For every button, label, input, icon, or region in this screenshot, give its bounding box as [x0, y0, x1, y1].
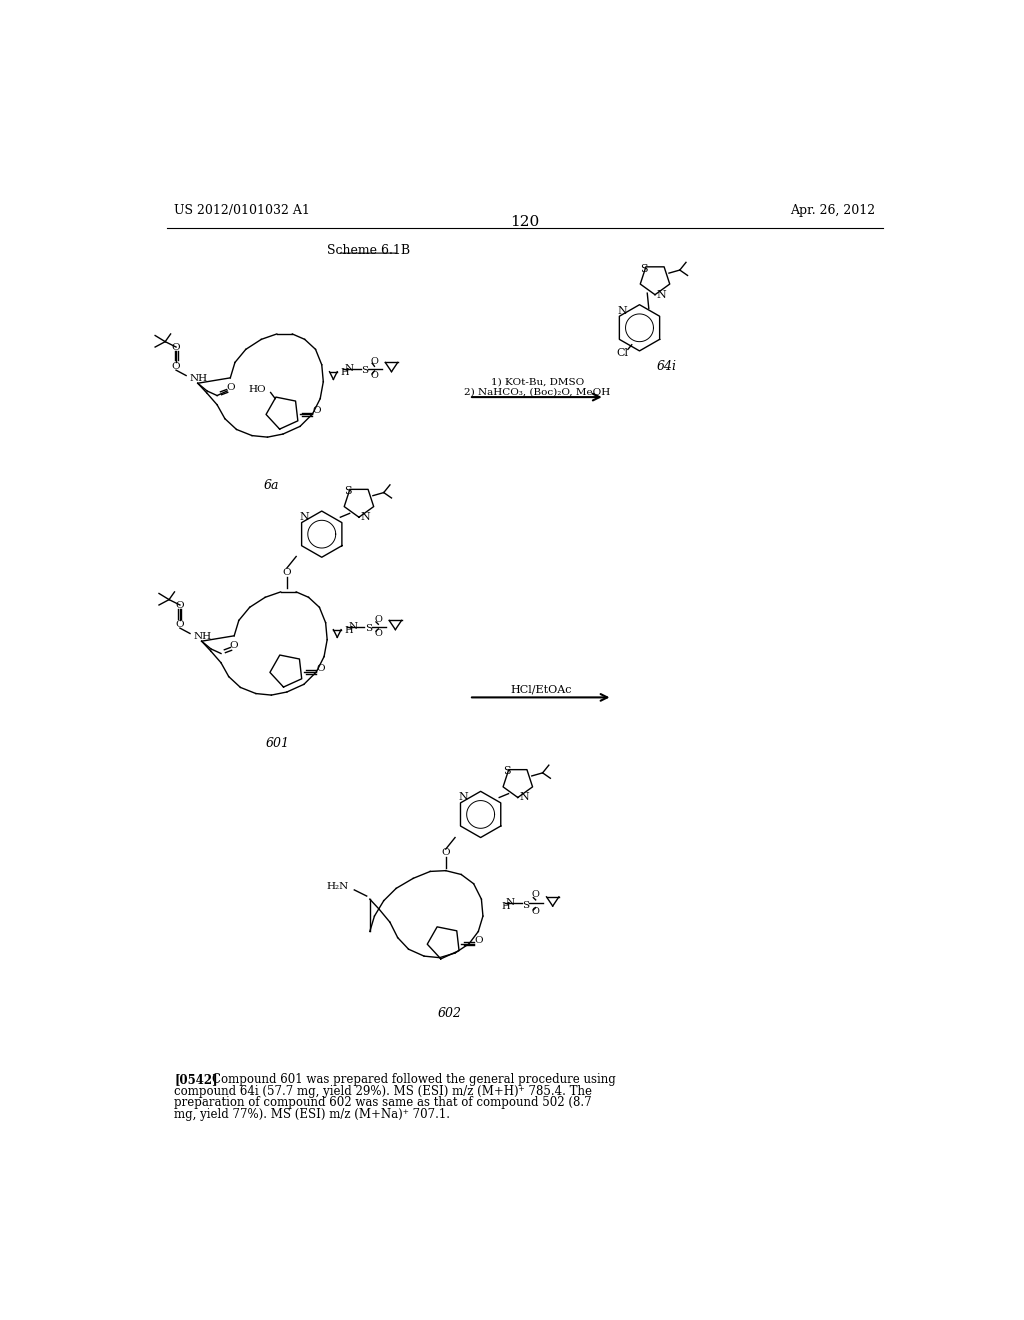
Text: S: S	[522, 900, 529, 909]
Text: 6a: 6a	[263, 479, 280, 492]
Polygon shape	[266, 397, 298, 429]
Polygon shape	[302, 511, 342, 557]
Text: preparation of compound 602 was same as that of compound 502 (8.7: preparation of compound 602 was same as …	[174, 1096, 592, 1109]
Text: 602: 602	[437, 1007, 462, 1019]
Text: O: O	[371, 371, 379, 380]
Text: S: S	[503, 767, 511, 776]
Text: NH: NH	[194, 632, 212, 642]
Text: S: S	[360, 367, 368, 375]
Text: S: S	[344, 486, 352, 496]
Text: N: N	[656, 289, 666, 300]
Text: O: O	[371, 358, 379, 366]
Text: 2) NaHCO₃, (Boc)₂O, MeOH: 2) NaHCO₃, (Boc)₂O, MeOH	[464, 388, 610, 397]
Text: O: O	[229, 642, 239, 651]
Text: H: H	[502, 903, 511, 911]
Text: S: S	[365, 624, 372, 634]
Text: O: O	[172, 362, 180, 371]
Text: O: O	[316, 664, 326, 673]
Text: Compound 601 was prepared followed the general procedure using: Compound 601 was prepared followed the g…	[212, 1073, 615, 1086]
Polygon shape	[461, 792, 501, 837]
Text: O: O	[175, 620, 184, 628]
Polygon shape	[427, 927, 459, 958]
Polygon shape	[640, 267, 670, 294]
Text: O: O	[175, 601, 184, 610]
Text: O: O	[312, 407, 322, 416]
Text: 64i: 64i	[656, 360, 677, 372]
Text: HO: HO	[249, 385, 266, 393]
Text: Apr. 26, 2012: Apr. 26, 2012	[790, 205, 876, 218]
Text: O: O	[531, 907, 540, 916]
Text: mg, yield 77%). MS (ESI) m/z (M+Na)⁺ 707.1.: mg, yield 77%). MS (ESI) m/z (M+Na)⁺ 707…	[174, 1107, 451, 1121]
Text: NH: NH	[190, 374, 208, 383]
Text: O: O	[474, 936, 482, 945]
Polygon shape	[270, 655, 302, 686]
Text: Scheme 6.1B: Scheme 6.1B	[327, 244, 410, 257]
Text: S: S	[640, 264, 648, 273]
Text: N: N	[617, 306, 628, 315]
Text: O: O	[172, 343, 180, 351]
Text: O: O	[531, 890, 540, 899]
Text: [0542]: [0542]	[174, 1073, 218, 1086]
Text: N: N	[459, 792, 468, 803]
Text: N: N	[519, 792, 529, 803]
Text: Cl: Cl	[616, 348, 629, 358]
Text: N: N	[360, 512, 370, 523]
Text: H₂N: H₂N	[327, 882, 349, 891]
Text: 1) KOt-Bu, DMSO: 1) KOt-Bu, DMSO	[490, 378, 584, 387]
Polygon shape	[620, 305, 659, 351]
Text: HCl/EtOAc: HCl/EtOAc	[510, 685, 571, 694]
Text: US 2012/0101032 A1: US 2012/0101032 A1	[174, 205, 310, 218]
Text: O: O	[441, 849, 451, 858]
Polygon shape	[344, 490, 374, 517]
Text: 601: 601	[265, 737, 290, 750]
Text: N: N	[506, 899, 515, 907]
Text: O: O	[375, 630, 382, 638]
Text: N: N	[300, 512, 309, 523]
Text: compound 64i (57.7 mg, yield 29%). MS (ESI) m/z (M+H)⁺ 785.4. The: compound 64i (57.7 mg, yield 29%). MS (E…	[174, 1085, 593, 1098]
Text: O: O	[283, 568, 291, 577]
Text: 120: 120	[510, 215, 540, 228]
Text: N: N	[348, 622, 357, 631]
Text: H: H	[344, 626, 353, 635]
Text: O: O	[226, 383, 234, 392]
Text: O: O	[375, 615, 382, 624]
Polygon shape	[503, 770, 532, 797]
Text: H: H	[341, 368, 349, 378]
Text: N: N	[344, 364, 353, 374]
